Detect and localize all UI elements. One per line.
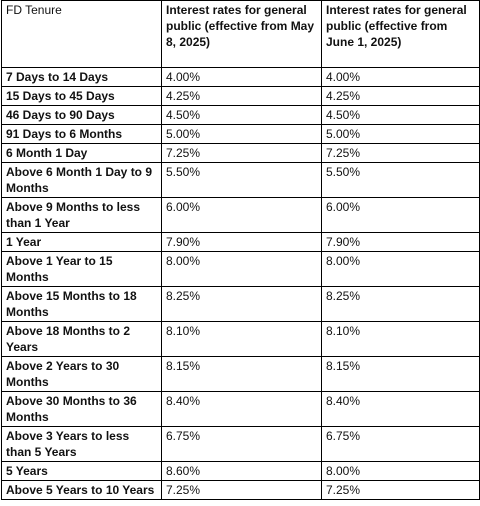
table-row: Above 3 Years to less than 5 Years 6.75% 6… xyxy=(1,426,480,462)
rate-cell: 5.50% xyxy=(161,162,322,198)
rate-cell: 8.15% xyxy=(161,356,322,392)
rate-cell: 8.60% xyxy=(161,461,322,481)
table-row: Above 2 Years to 30 Months 8.15% 8.15% xyxy=(1,356,480,392)
tenure-cell: Above 1 Year to 15 Months xyxy=(1,251,162,287)
rate-cell: 7.25% xyxy=(161,480,322,500)
table-row: Above 9 Months to less than 1 Year 6.00% 6… xyxy=(1,197,480,233)
tenure-cell: Above 5 Years to 10 Years xyxy=(1,480,162,500)
table-row: Above 6 Month 1 Day to 9 Months 5.50% 5.50… xyxy=(1,162,480,198)
tenure-cell: 7 Days to 14 Days xyxy=(1,67,162,87)
table-row: 46 Days to 90 Days 4.50% 4.50% xyxy=(1,105,480,125)
rate-cell: 8.10% xyxy=(161,321,322,357)
rate-cell: 4.00% xyxy=(321,67,480,87)
rate-cell: 7.90% xyxy=(161,232,322,252)
rate-cell: 5.00% xyxy=(161,124,322,144)
tenure-cell: 91 Days to 6 Months xyxy=(1,124,162,144)
rate-cell: 4.25% xyxy=(321,86,480,106)
tenure-cell: 46 Days to 90 Days xyxy=(1,105,162,125)
tenure-cell: 5 Years xyxy=(1,461,162,481)
rate-cell: 8.40% xyxy=(161,391,322,427)
header-cell: Interest rates for general public (effec… xyxy=(161,0,322,68)
rate-cell: 4.00% xyxy=(161,67,322,87)
rate-cell: 4.50% xyxy=(321,105,480,125)
tenure-cell: Above 3 Years to less than 5 Years xyxy=(1,426,162,462)
tenure-cell: Above 9 Months to less than 1 Year xyxy=(1,197,162,233)
tenure-cell: Above 2 Years to 30 Months xyxy=(1,356,162,392)
table-header: FD Tenure Interest rates for general publ… xyxy=(1,0,480,68)
tenure-cell: Above 30 Months to 36 Months xyxy=(1,391,162,427)
rate-cell: 6.00% xyxy=(321,197,480,233)
table-row: 1 Year 7.90% 7.90% xyxy=(1,232,480,252)
tenure-cell: 6 Month 1 Day xyxy=(1,143,162,163)
rate-cell: 7.25% xyxy=(321,480,480,500)
rate-cell: 4.50% xyxy=(161,105,322,125)
header-cell: FD Tenure xyxy=(1,0,162,68)
tenure-cell: Above 15 Months to 18 Months xyxy=(1,286,162,322)
rate-cell: 7.25% xyxy=(161,143,322,163)
rate-cell: 7.90% xyxy=(321,232,480,252)
rate-cell: 8.00% xyxy=(161,251,322,287)
rate-cell: 8.25% xyxy=(321,286,480,322)
rate-cell: 8.00% xyxy=(321,251,480,287)
table-row: 6 Month 1 Day 7.25% 7.25% xyxy=(1,143,480,163)
tenure-cell: Above 6 Month 1 Day to 9 Months xyxy=(1,162,162,198)
header-row: FD Tenure Interest rates for general publ… xyxy=(1,0,480,68)
table-row: 5 Years 8.60% 8.00% xyxy=(1,461,480,481)
header-cell: Interest rates for general public (effec… xyxy=(321,0,480,68)
table-row: Above 1 Year to 15 Months 8.00% 8.00% xyxy=(1,251,480,287)
tenure-cell: 1 Year xyxy=(1,232,162,252)
rate-cell: 8.00% xyxy=(321,461,480,481)
rate-cell: 7.25% xyxy=(321,143,480,163)
table-row: Above 30 Months to 36 Months 8.40% 8.40% xyxy=(1,391,480,427)
table-row: Above 15 Months to 18 Months 8.25% 8.25% xyxy=(1,286,480,322)
table-row: 15 Days to 45 Days 4.25% 4.25% xyxy=(1,86,480,106)
rate-cell: 6.00% xyxy=(161,197,322,233)
table-body: 7 Days to 14 Days 4.00% 4.00% 15 Days to 45… xyxy=(1,67,480,500)
rate-cell: 6.75% xyxy=(321,426,480,462)
tenure-cell: 15 Days to 45 Days xyxy=(1,86,162,106)
rate-cell: 5.50% xyxy=(321,162,480,198)
rate-cell: 8.15% xyxy=(321,356,480,392)
rate-cell: 5.00% xyxy=(321,124,480,144)
table-row: Above 18 Months to 2 Years 8.10% 8.10% xyxy=(1,321,480,357)
rate-cell: 8.10% xyxy=(321,321,480,357)
rate-cell: 4.25% xyxy=(161,86,322,106)
table-row: Above 5 Years to 10 Years 7.25% 7.25% xyxy=(1,480,480,500)
table-row: 91 Days to 6 Months 5.00% 5.00% xyxy=(1,124,480,144)
tenure-cell: Above 18 Months to 2 Years xyxy=(1,321,162,357)
rate-cell: 6.75% xyxy=(161,426,322,462)
rate-cell: 8.40% xyxy=(321,391,480,427)
rate-cell: 8.25% xyxy=(161,286,322,322)
table-row: 7 Days to 14 Days 4.00% 4.00% xyxy=(1,67,480,87)
